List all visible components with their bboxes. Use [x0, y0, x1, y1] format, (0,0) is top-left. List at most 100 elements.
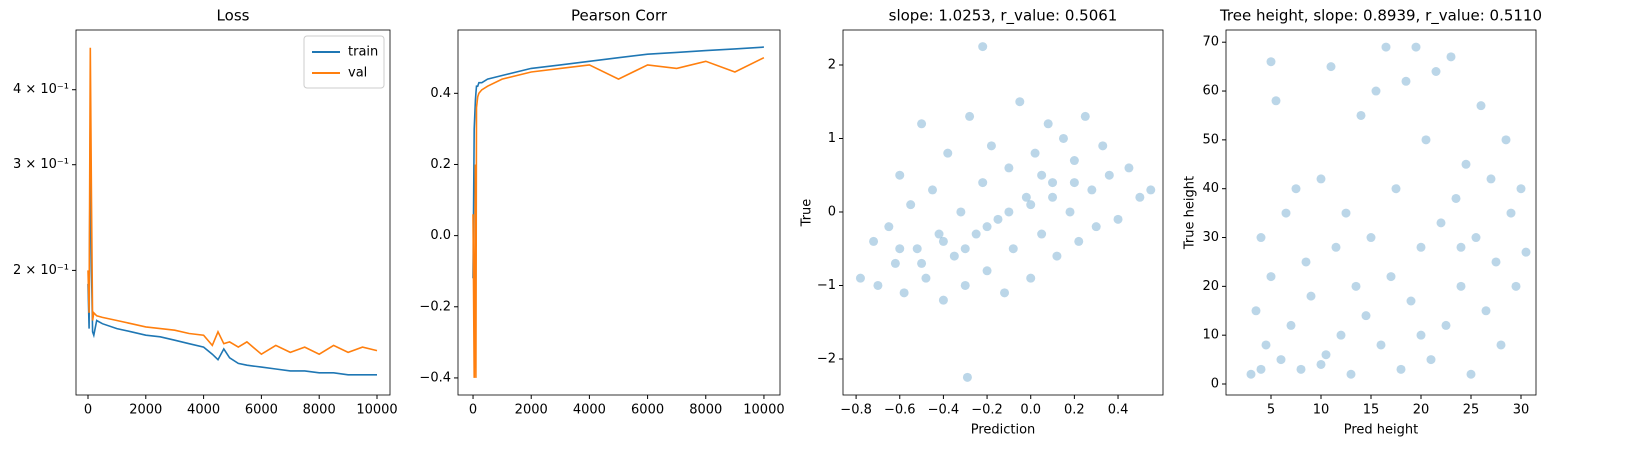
point — [960, 244, 970, 254]
plot-area — [472, 46, 765, 378]
point — [1065, 207, 1075, 217]
axes-frame — [1225, 29, 1537, 396]
x-tick-label: −0.2 — [971, 403, 1003, 418]
point — [1381, 42, 1391, 52]
y-tick-label: 0.0 — [430, 228, 451, 243]
point — [943, 148, 953, 158]
point — [1301, 257, 1311, 267]
point — [956, 207, 966, 217]
point — [1135, 192, 1145, 202]
x-tick-label: 0 — [469, 403, 477, 418]
chart-title: Loss — [217, 7, 250, 25]
y-tick-label: −2 — [817, 351, 836, 366]
x-tick-label: −0.8 — [840, 403, 872, 418]
point — [1366, 233, 1376, 243]
point — [1026, 273, 1036, 283]
y-tick-label: 2 — [828, 57, 836, 72]
axes-frame — [842, 29, 1164, 396]
point — [1091, 222, 1101, 232]
x-tick-label: 2000 — [515, 403, 548, 418]
point — [927, 185, 937, 195]
x-tick-label: 10 — [1313, 403, 1330, 418]
y-tick-label: 60 — [1202, 84, 1219, 99]
point — [1496, 340, 1506, 350]
point — [921, 273, 931, 283]
y-tick-label: 70 — [1202, 35, 1219, 50]
point — [1004, 207, 1014, 217]
point — [1391, 184, 1401, 194]
point — [1431, 67, 1441, 77]
point — [1074, 236, 1084, 246]
point — [1416, 242, 1426, 252]
point — [1421, 135, 1431, 145]
point — [1080, 111, 1090, 121]
point — [873, 280, 883, 290]
point — [855, 273, 865, 283]
point — [1052, 251, 1062, 261]
point — [1037, 229, 1047, 239]
point — [1069, 178, 1079, 188]
y-tick-label: 20 — [1202, 279, 1219, 294]
point — [1331, 242, 1341, 252]
x-tick-label: 6000 — [245, 403, 278, 418]
point — [1406, 296, 1416, 306]
y-tick-label: 1 — [828, 131, 836, 146]
y-tick-label: 4 × 10⁻¹ — [13, 82, 69, 97]
y-tick-label: 10 — [1202, 328, 1219, 343]
point — [895, 244, 905, 254]
point — [1281, 208, 1291, 218]
point — [1461, 159, 1471, 169]
x-tick-label: 0.4 — [1108, 403, 1129, 418]
point — [1296, 364, 1306, 374]
y-tick-label: 2 × 10⁻¹ — [13, 263, 69, 278]
legend-label: train — [348, 45, 378, 60]
point — [1124, 163, 1134, 173]
y-tick-label: 0.2 — [430, 157, 451, 172]
point — [949, 251, 959, 261]
plot-area — [87, 47, 378, 376]
point — [912, 244, 922, 254]
point — [917, 258, 927, 268]
point — [1256, 364, 1266, 374]
point — [1000, 288, 1010, 298]
line — [87, 47, 378, 356]
line — [472, 46, 764, 279]
point — [1416, 330, 1426, 340]
point — [938, 295, 948, 305]
y-tick-label: 3 × 10⁻¹ — [13, 157, 69, 172]
point — [884, 222, 894, 232]
point — [1436, 218, 1446, 228]
point — [1321, 350, 1331, 360]
point — [869, 236, 879, 246]
point — [1286, 320, 1296, 330]
point — [1501, 135, 1511, 145]
legend-label: val — [348, 66, 367, 81]
point — [971, 229, 981, 239]
point — [895, 170, 905, 180]
y-axis-label: True — [800, 199, 815, 228]
y-tick-label: −0.2 — [419, 299, 451, 314]
point — [1521, 247, 1531, 257]
x-tick-label: 0.0 — [1020, 403, 1041, 418]
point — [1266, 272, 1276, 282]
point — [899, 288, 909, 298]
point — [1516, 184, 1526, 194]
point — [986, 141, 996, 151]
point — [890, 258, 900, 268]
x-tick-label: 25 — [1463, 403, 1480, 418]
point — [906, 200, 916, 210]
point — [1261, 340, 1271, 350]
point — [1486, 174, 1496, 184]
point — [1271, 96, 1281, 106]
plot-area — [855, 42, 1156, 382]
point — [982, 222, 992, 232]
point — [1456, 281, 1466, 291]
point — [982, 266, 992, 276]
point — [1511, 281, 1521, 291]
x-tick-label: −0.4 — [928, 403, 960, 418]
point — [1356, 110, 1366, 120]
point — [1316, 359, 1326, 369]
chart-title: Pearson Corr — [571, 7, 668, 25]
